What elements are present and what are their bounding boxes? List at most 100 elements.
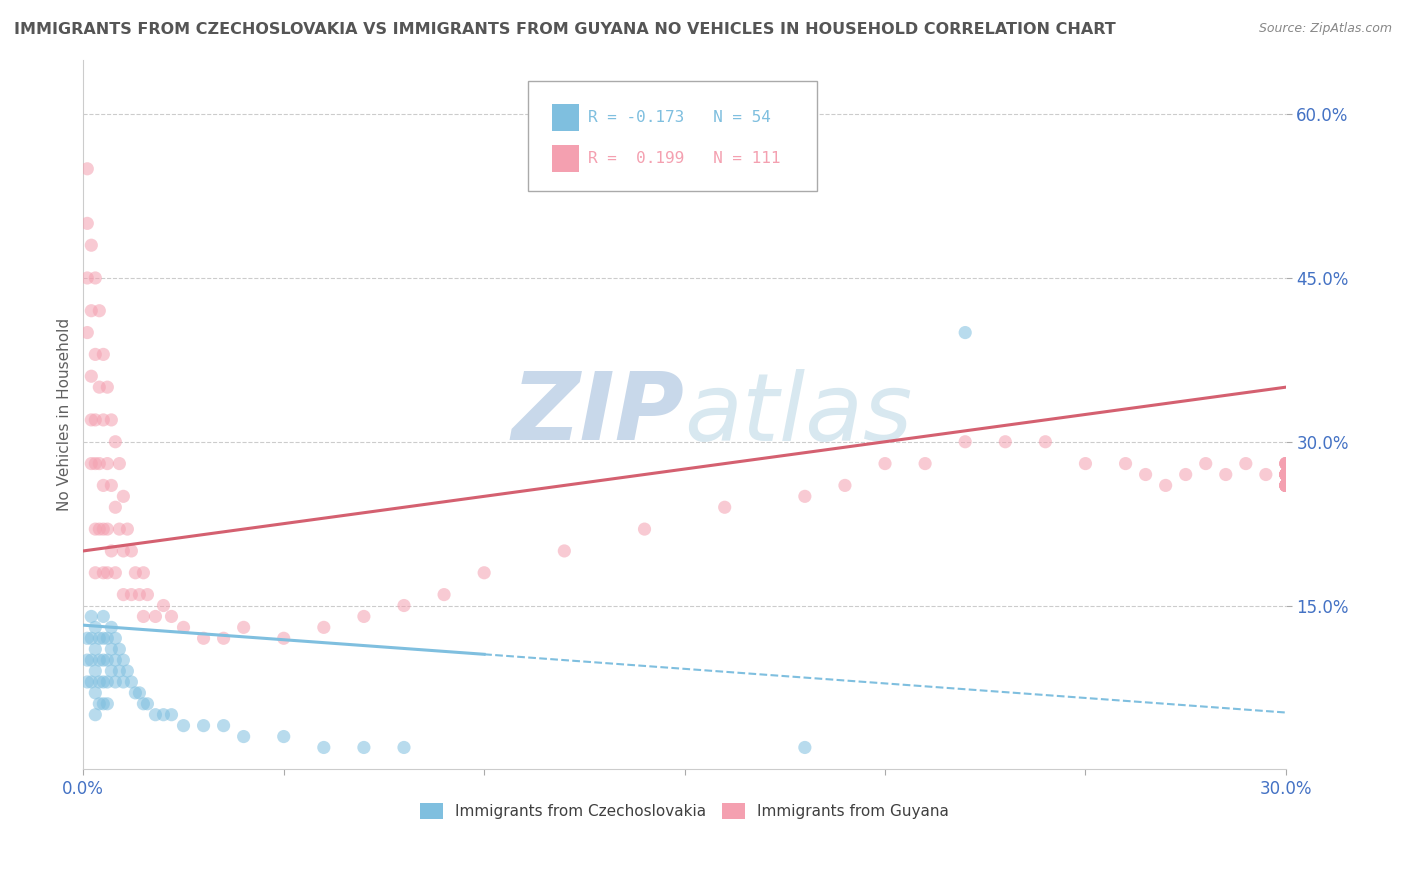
Point xyxy=(89,522,111,536)
Point xyxy=(89,675,111,690)
Point xyxy=(104,566,127,580)
Point xyxy=(1035,434,1057,449)
Point xyxy=(89,303,111,318)
Point xyxy=(76,326,98,340)
Text: R =  0.199   N = 111: R = 0.199 N = 111 xyxy=(588,152,780,167)
Point xyxy=(193,632,215,646)
Point xyxy=(1215,467,1237,482)
Point xyxy=(1275,457,1298,471)
Point xyxy=(1275,457,1298,471)
Point xyxy=(80,238,103,252)
Point xyxy=(1275,467,1298,482)
Point xyxy=(232,620,254,634)
Point xyxy=(96,697,118,711)
Point xyxy=(96,675,118,690)
Point xyxy=(1275,457,1298,471)
Point xyxy=(1195,457,1218,471)
Point xyxy=(1275,457,1298,471)
Point xyxy=(96,653,118,667)
Point xyxy=(793,740,815,755)
Point xyxy=(1275,467,1298,482)
Point xyxy=(145,609,167,624)
Text: Source: ZipAtlas.com: Source: ZipAtlas.com xyxy=(1258,22,1392,36)
Point xyxy=(1074,457,1097,471)
Point xyxy=(89,697,111,711)
Point xyxy=(84,457,107,471)
Point xyxy=(953,326,976,340)
Point xyxy=(89,380,111,394)
Point xyxy=(76,161,98,176)
Point xyxy=(104,632,127,646)
Point xyxy=(104,434,127,449)
Legend: Immigrants from Czechoslovakia, Immigrants from Guyana: Immigrants from Czechoslovakia, Immigran… xyxy=(415,797,955,825)
Point xyxy=(104,675,127,690)
Point xyxy=(193,718,215,732)
Y-axis label: No Vehicles in Household: No Vehicles in Household xyxy=(58,318,72,511)
Point xyxy=(1275,478,1298,492)
Point xyxy=(112,653,135,667)
Point xyxy=(1275,457,1298,471)
Point xyxy=(80,457,103,471)
Point xyxy=(120,544,142,558)
Point xyxy=(353,609,375,624)
Point xyxy=(553,544,575,558)
Point xyxy=(1275,478,1298,492)
Point xyxy=(994,434,1017,449)
Point xyxy=(1275,478,1298,492)
Point xyxy=(112,588,135,602)
Point xyxy=(80,675,103,690)
Point xyxy=(100,478,122,492)
Point xyxy=(91,675,114,690)
Point xyxy=(80,369,103,384)
Point xyxy=(108,664,131,678)
Point xyxy=(713,500,735,515)
Point xyxy=(108,457,131,471)
Point xyxy=(1275,467,1298,482)
Point xyxy=(124,686,146,700)
Point xyxy=(1275,478,1298,492)
Point xyxy=(1275,467,1298,482)
Point xyxy=(76,632,98,646)
Point xyxy=(914,457,936,471)
Point xyxy=(120,675,142,690)
Point xyxy=(392,740,415,755)
Point xyxy=(1275,467,1298,482)
Point xyxy=(1275,478,1298,492)
Point xyxy=(145,707,167,722)
Point xyxy=(212,632,235,646)
Point xyxy=(100,544,122,558)
Point xyxy=(152,707,174,722)
Point xyxy=(80,653,103,667)
Point xyxy=(76,675,98,690)
Point xyxy=(76,653,98,667)
Point xyxy=(1275,478,1298,492)
Point xyxy=(104,500,127,515)
Point xyxy=(1115,457,1137,471)
Point xyxy=(1254,467,1277,482)
Point xyxy=(91,566,114,580)
Point xyxy=(80,413,103,427)
Point xyxy=(1275,467,1298,482)
Point xyxy=(84,566,107,580)
Point xyxy=(108,522,131,536)
Point xyxy=(1275,478,1298,492)
Point xyxy=(312,740,335,755)
Point xyxy=(84,686,107,700)
Point xyxy=(91,697,114,711)
Point xyxy=(96,522,118,536)
Point xyxy=(160,609,183,624)
Point xyxy=(433,588,456,602)
Point xyxy=(1275,467,1298,482)
Point xyxy=(112,675,135,690)
FancyBboxPatch shape xyxy=(529,81,817,191)
Point xyxy=(834,478,856,492)
Point xyxy=(132,609,155,624)
Point xyxy=(212,718,235,732)
Point xyxy=(1275,467,1298,482)
Point xyxy=(124,566,146,580)
Point xyxy=(1275,467,1298,482)
Point xyxy=(84,271,107,285)
Point xyxy=(312,620,335,634)
Point xyxy=(173,718,195,732)
Point xyxy=(1154,478,1177,492)
